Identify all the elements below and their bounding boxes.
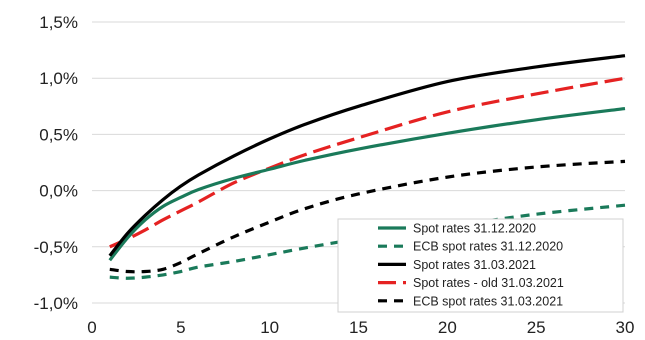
legend-label: ECB spot rates 31.03.2021	[413, 294, 563, 308]
x-tick-label: 5	[176, 318, 185, 337]
y-tick-label: 1,5%	[39, 13, 78, 32]
series-lines	[108, 54, 626, 280]
legend-item: ECB spot rates 31.03.2021	[378, 294, 563, 308]
y-tick-label: 0,0%	[39, 182, 78, 201]
x-tick-label: 20	[438, 318, 457, 337]
series-line-5	[109, 159, 626, 274]
x-tick-label: 10	[260, 318, 279, 337]
y-tick-label: 0,5%	[39, 125, 78, 144]
x-tick-label: 25	[527, 318, 546, 337]
series-line-1	[108, 106, 626, 262]
legend-label: ECB spot rates 31.12.2020	[413, 240, 563, 254]
legend-item: ECB spot rates 31.12.2020	[378, 240, 563, 254]
y-axis-tick-labels: -1,0% -0,5% 0,0% 0,5% 1,0% 1,5%	[34, 13, 78, 313]
x-axis-tick-labels: 0 5 10 15 20 25 30	[87, 318, 634, 337]
x-tick-label: 15	[349, 318, 368, 337]
y-tick-label: -0,5%	[34, 238, 78, 257]
legend-item: Spot rates 31.03.2021	[378, 258, 536, 272]
legend-label: Spot rates - old 31.03.2021	[413, 276, 564, 290]
legend-item: Spot rates - old 31.03.2021	[378, 276, 564, 290]
legend-label: Spot rates 31.12.2020	[413, 222, 536, 236]
legend: Spot rates 31.12.2020 ECB spot rates 31.1…	[337, 218, 624, 313]
legend-item: Spot rates 31.12.2020	[378, 222, 536, 236]
y-tick-label: 1,0%	[39, 69, 78, 88]
x-tick-label: 0	[87, 318, 96, 337]
legend-label: Spot rates 31.03.2021	[413, 258, 536, 272]
series-line-4	[109, 76, 626, 249]
y-tick-label: -1,0%	[34, 294, 78, 313]
series-line-3	[108, 54, 626, 257]
x-tick-label: 30	[616, 318, 635, 337]
